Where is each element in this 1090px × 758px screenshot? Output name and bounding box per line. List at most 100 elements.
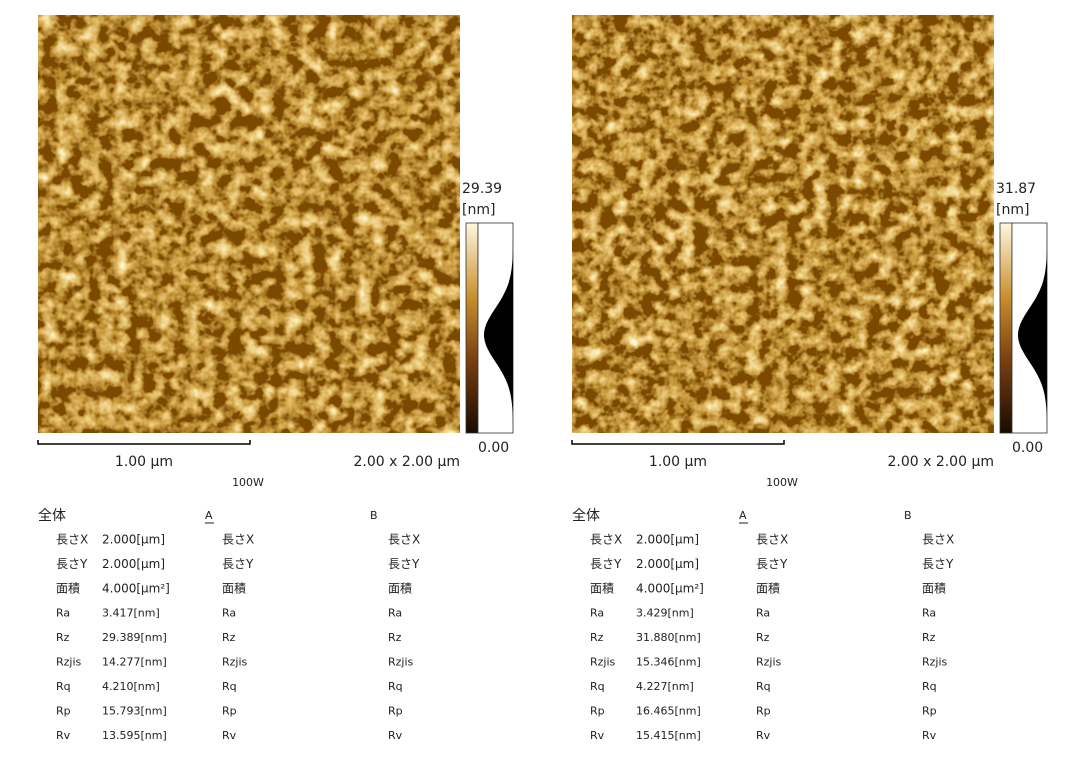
colorbar [465, 222, 479, 434]
table-cell: Rz [222, 631, 236, 644]
table-cell: 面積 [56, 581, 80, 596]
table-cell: 長さX [922, 533, 954, 547]
table-cell: 15.793[nm] [102, 705, 167, 718]
image-size: 2.00 x 2.00 µm [353, 454, 460, 470]
table-cell: Ra [388, 607, 402, 620]
table-cell: 3.417[nm] [102, 607, 160, 620]
table-cell: 31.880[nm] [636, 631, 701, 644]
colorbar-max: 31.87 [996, 181, 1036, 197]
table-cell: Rz [922, 631, 936, 644]
table-cell: 29.389[nm] [102, 631, 167, 644]
table-cell: 2.000[µm] [102, 533, 165, 547]
table-cell: 4.000[µm²] [636, 582, 704, 596]
table-cell: 15.346[nm] [636, 656, 701, 669]
table-cell: 長さX [222, 533, 254, 547]
afm-image [38, 15, 460, 433]
colorbar-min: 0.00 [478, 440, 509, 456]
table-cell: Rp [590, 705, 605, 718]
table-cell: Ra [922, 607, 936, 620]
table-cell: Rv [756, 729, 771, 742]
table-cell: Rq [590, 680, 605, 693]
table-header: 全体 [572, 507, 600, 524]
table-cell: 15.415[nm] [636, 729, 701, 742]
table-header: B [904, 509, 912, 522]
table-cell: Rq [756, 680, 771, 693]
table-cell: Rzjis [590, 656, 616, 669]
table-header: A [739, 509, 747, 522]
afm-image [572, 15, 994, 433]
histogram [1018, 240, 1047, 424]
table-cell: Rv [388, 729, 403, 742]
colorbar-unit: [nm] [462, 202, 495, 218]
table-cell: Rq [56, 680, 71, 693]
table-cell: 4.227[nm] [636, 680, 694, 693]
caption: 100W [232, 476, 264, 489]
table-cell: Rv [590, 729, 605, 742]
table-cell: Ra [756, 607, 770, 620]
scale-bar [37, 440, 251, 445]
table-cell: 長さY [388, 557, 420, 571]
table-cell: Rz [756, 631, 770, 644]
table-cell: 長さY [222, 557, 254, 571]
colorbar-unit: [nm] [996, 202, 1029, 218]
table-cell: Rzjis [922, 656, 948, 669]
table-cell: 面積 [922, 581, 946, 596]
panel: 31.87 [nm] 0.00 1.00 µm 2.00 x 2.00 µm 100W 全体… [571, 15, 1048, 742]
table-cell: 長さY [922, 557, 954, 571]
table-cell: 長さX [756, 533, 788, 547]
table-cell: 2.000[µm] [102, 557, 165, 571]
table-cell: Rp [756, 705, 771, 718]
table-cell: Rzjis [222, 656, 248, 669]
table-cell: 長さY [56, 557, 88, 571]
table-cell: 長さY [590, 557, 622, 571]
table-cell: Rv [222, 729, 237, 742]
table-cell: Rz [56, 631, 70, 644]
table-cell: Rq [388, 680, 403, 693]
table-cell: 13.595[nm] [102, 729, 167, 742]
table-cell: 16.465[nm] [636, 705, 701, 718]
table-cell: 14.277[nm] [102, 656, 167, 669]
table-cell: 長さX [388, 533, 420, 547]
table-header: 全体 [38, 507, 66, 524]
table-cell: 4.210[nm] [102, 680, 160, 693]
table-cell: 2.000[µm] [636, 557, 699, 571]
table-cell: Rzjis [56, 656, 82, 669]
image-size: 2.00 x 2.00 µm [887, 454, 994, 470]
table-cell: Rv [922, 729, 937, 742]
table-cell: Rp [922, 705, 937, 718]
table-cell: 4.000[µm²] [102, 582, 170, 596]
table-header: B [370, 509, 378, 522]
table-cell: Rz [388, 631, 402, 644]
table-cell: Rzjis [756, 656, 782, 669]
table-cell: 面積 [222, 581, 246, 596]
colorbar-min: 0.00 [1012, 440, 1043, 456]
table-cell: 面積 [756, 581, 780, 596]
table-header: A [205, 509, 213, 522]
table-cell: 長さX [590, 533, 622, 547]
table-cell: 2.000[µm] [636, 533, 699, 547]
table-cell: Ra [222, 607, 236, 620]
table-cell: Rq [922, 680, 937, 693]
table-cell: Rv [56, 729, 71, 742]
table-cell: Rp [388, 705, 403, 718]
table-cell: 面積 [590, 581, 614, 596]
caption: 100W [766, 476, 798, 489]
table-cell: Rq [222, 680, 237, 693]
table-cell: Rp [56, 705, 71, 718]
table-cell: 長さY [756, 557, 788, 571]
table-cell: Rz [590, 631, 604, 644]
table-cell: Rzjis [388, 656, 414, 669]
colorbar-max: 29.39 [462, 181, 502, 197]
table-cell: Ra [56, 607, 70, 620]
scale-bar [571, 440, 785, 445]
colorbar [999, 222, 1013, 434]
histogram [484, 240, 513, 424]
panel: 29.39 [nm] 0.00 1.00 µm 2.00 x 2.00 µm 100W 全体… [37, 15, 514, 742]
table-cell: Rp [222, 705, 237, 718]
scale-bar-label: 1.00 µm [115, 454, 173, 470]
scale-bar-label: 1.00 µm [649, 454, 707, 470]
table-cell: 面積 [388, 581, 412, 596]
table-cell: 3.429[nm] [636, 607, 694, 620]
table-cell: 長さX [56, 533, 88, 547]
